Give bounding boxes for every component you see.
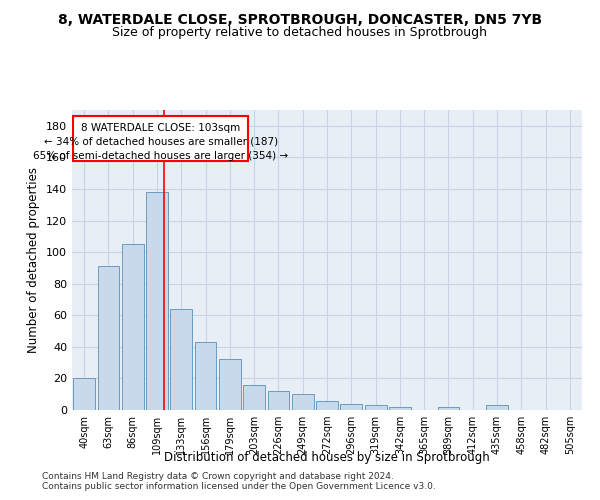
Bar <box>340 404 362 410</box>
Text: 8 WATERDALE CLOSE: 103sqm: 8 WATERDALE CLOSE: 103sqm <box>81 122 240 132</box>
Bar <box>243 384 265 410</box>
Bar <box>389 407 411 410</box>
Bar <box>73 378 95 410</box>
Bar <box>365 406 386 410</box>
Y-axis label: Number of detached properties: Number of detached properties <box>28 167 40 353</box>
Text: 8, WATERDALE CLOSE, SPROTBROUGH, DONCASTER, DN5 7YB: 8, WATERDALE CLOSE, SPROTBROUGH, DONCAST… <box>58 12 542 26</box>
Bar <box>170 309 192 410</box>
Text: 65% of semi-detached houses are larger (354) →: 65% of semi-detached houses are larger (… <box>33 151 288 161</box>
Text: ← 34% of detached houses are smaller (187): ← 34% of detached houses are smaller (18… <box>44 137 278 147</box>
Bar <box>122 244 143 410</box>
Bar <box>268 391 289 410</box>
Text: Contains public sector information licensed under the Open Government Licence v3: Contains public sector information licen… <box>42 482 436 491</box>
Bar <box>146 192 168 410</box>
Bar <box>316 400 338 410</box>
Text: Distribution of detached houses by size in Sprotbrough: Distribution of detached houses by size … <box>164 451 490 464</box>
Text: Size of property relative to detached houses in Sprotbrough: Size of property relative to detached ho… <box>113 26 487 39</box>
Bar <box>486 406 508 410</box>
Text: Contains HM Land Registry data © Crown copyright and database right 2024.: Contains HM Land Registry data © Crown c… <box>42 472 394 481</box>
FancyBboxPatch shape <box>73 116 248 160</box>
Bar <box>194 342 217 410</box>
Bar <box>219 360 241 410</box>
Bar <box>97 266 119 410</box>
Bar <box>437 407 460 410</box>
Bar <box>292 394 314 410</box>
